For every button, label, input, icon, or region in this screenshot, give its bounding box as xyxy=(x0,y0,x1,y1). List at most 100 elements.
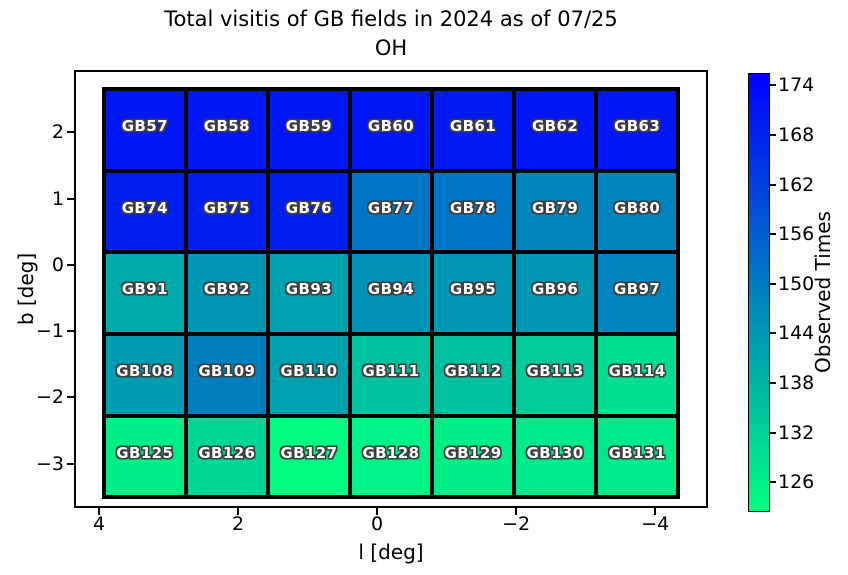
cell-label: GB80 xyxy=(614,198,661,217)
heatmap-cell-GB130: GB130 xyxy=(514,415,597,498)
heatmap-cell-GB110: GB110 xyxy=(267,334,350,416)
y-tick-label: −2 xyxy=(35,386,64,409)
colorbar-tick-label: 144 xyxy=(778,322,815,345)
title-block: Total visitis of GB fields in 2024 as of… xyxy=(74,5,708,63)
y-tick-label: 0 xyxy=(51,253,64,276)
chart-title: Total visitis of GB fields in 2024 as of… xyxy=(164,7,618,31)
heatmap-cell-GB111: GB111 xyxy=(349,334,432,416)
colorbar-tick-label: 174 xyxy=(778,74,815,97)
heatmap-cell-GB76: GB76 xyxy=(267,170,350,253)
cell-label: GB110 xyxy=(280,361,338,380)
x-tick-label: −2 xyxy=(502,513,531,535)
heatmap-cell-GB91: GB91 xyxy=(103,252,186,335)
cell-label: GB114 xyxy=(608,361,666,380)
heatmap-cell-GB109: GB109 xyxy=(185,334,268,416)
cell-label: GB59 xyxy=(285,117,333,136)
cell-label: GB93 xyxy=(285,280,333,299)
colorbar-tick-label: 138 xyxy=(778,372,815,395)
y-tick-label: 1 xyxy=(51,187,64,210)
cell-label: GB74 xyxy=(121,198,168,217)
heatmap-cell-GB129: GB129 xyxy=(432,415,515,498)
colorbar-tick-label: 126 xyxy=(778,471,815,494)
heatmap-cell-GB60: GB60 xyxy=(349,89,432,171)
y-tick-mark xyxy=(67,131,74,134)
x-tick-mark xyxy=(515,508,518,515)
cell-label: GB131 xyxy=(608,443,666,462)
y-tick-mark xyxy=(67,462,74,465)
cell-label: GB76 xyxy=(285,198,333,217)
heatmap-cell-GB74: GB74 xyxy=(103,170,186,253)
cell-label: GB109 xyxy=(198,361,256,380)
chart-subtitle: OH xyxy=(374,36,408,60)
cell-label: GB94 xyxy=(367,280,415,299)
colorbar-tick-label: 132 xyxy=(778,421,815,444)
heatmap-cell-GB112: GB112 xyxy=(432,334,515,416)
cell-label: GB125 xyxy=(116,443,174,462)
x-tick-mark xyxy=(654,508,657,515)
cell-label: GB129 xyxy=(444,443,502,462)
heatmap-cell-GB108: GB108 xyxy=(103,334,186,416)
x-tick-label: −4 xyxy=(641,513,670,535)
cell-label: GB112 xyxy=(444,361,502,380)
cell-label: GB130 xyxy=(526,443,584,462)
cell-label: GB92 xyxy=(203,280,250,299)
colorbar-tick-label: 168 xyxy=(778,124,815,146)
x-tick-label: 2 xyxy=(232,513,245,535)
x-tick-label: 4 xyxy=(92,513,106,535)
heatmap-cell-GB78: GB78 xyxy=(432,170,515,253)
colorbar-tick-mark xyxy=(770,431,776,434)
colorbar-tick-mark xyxy=(770,481,776,484)
heatmap-cell-GB127: GB127 xyxy=(267,415,350,498)
cell-label: GB61 xyxy=(449,117,497,136)
heatmap-cell-GB79: GB79 xyxy=(514,170,597,253)
heatmap-cell-GB113: GB113 xyxy=(514,334,597,416)
heatmap-cell-GB125: GB125 xyxy=(103,415,186,498)
heatmap-cell-GB131: GB131 xyxy=(596,415,679,498)
cell-label: GB95 xyxy=(449,280,497,299)
cell-label: GB58 xyxy=(203,117,250,136)
cell-label: GB57 xyxy=(121,117,168,136)
cell-label: GB128 xyxy=(362,443,420,462)
heatmap-cell-GB126: GB126 xyxy=(185,415,268,498)
colorbar-tick-mark xyxy=(770,134,776,136)
y-tick-label: 2 xyxy=(51,121,64,144)
cell-label: GB113 xyxy=(526,361,584,380)
x-tick-mark xyxy=(376,508,379,515)
colorbar-tick-mark xyxy=(770,382,776,385)
cell-label: GB96 xyxy=(531,280,579,299)
heatmap-cell-GB63: GB63 xyxy=(596,89,679,171)
cell-label: GB78 xyxy=(449,198,497,217)
cell-label: GB62 xyxy=(531,117,579,136)
cell-label: GB91 xyxy=(121,280,168,299)
cell-label: GB60 xyxy=(367,117,415,136)
y-tick-label: −1 xyxy=(35,320,64,343)
cell-label: GB77 xyxy=(367,198,415,217)
colorbar-label: Observed Times xyxy=(811,211,835,373)
heatmap-cell-GB58: GB58 xyxy=(185,89,268,171)
y-tick-label: −3 xyxy=(35,452,64,475)
cell-label: GB111 xyxy=(362,361,420,380)
colorbar-tick-mark xyxy=(770,332,776,335)
heatmap-cell-GB93: GB93 xyxy=(267,252,350,335)
heatmap-cell-GB57: GB57 xyxy=(103,89,186,171)
heatmap-cell-GB94: GB94 xyxy=(349,252,432,335)
heatmap-cell-GB97: GB97 xyxy=(596,252,679,335)
heatmap-cell-GB95: GB95 xyxy=(432,252,515,335)
heatmap-cell-GB96: GB96 xyxy=(514,252,597,335)
heatmap-cell-GB75: GB75 xyxy=(185,170,268,253)
cell-label: GB97 xyxy=(614,280,661,299)
y-tick-mark xyxy=(67,396,74,399)
cell-label: GB75 xyxy=(203,198,250,217)
heatmap-cell-GB77: GB77 xyxy=(349,170,432,253)
colorbar-tick-mark xyxy=(770,233,776,236)
colorbar-tick-label: 150 xyxy=(778,272,815,295)
colorbar-tick-mark xyxy=(770,282,776,285)
cell-label: GB108 xyxy=(116,361,174,380)
cell-label: GB63 xyxy=(614,117,661,136)
cell-label: GB127 xyxy=(280,443,338,462)
y-tick-mark xyxy=(67,197,74,200)
colorbar-tick-label: 162 xyxy=(778,173,815,196)
heatmap-cell-GB59: GB59 xyxy=(267,89,350,171)
y-tick-mark xyxy=(67,263,74,266)
